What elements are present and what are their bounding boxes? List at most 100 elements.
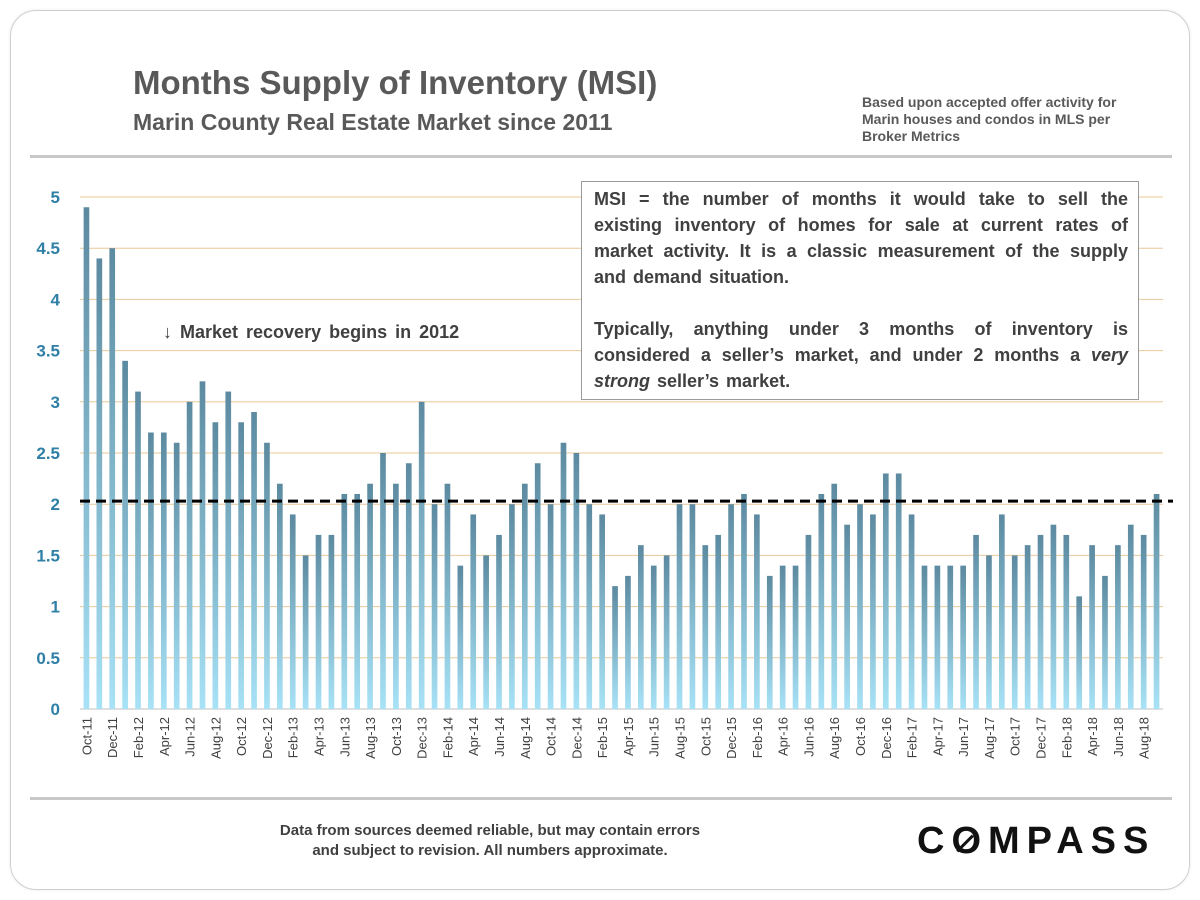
- bar-nov-16: [870, 514, 876, 709]
- bar-sep-17: [999, 514, 1005, 709]
- bar-jan-17: [895, 473, 902, 709]
- bar-oct-14: [547, 504, 554, 709]
- bar-may-12: [173, 442, 180, 709]
- x-tick-label: Feb-13: [286, 717, 301, 758]
- x-tick-label: Oct-15: [698, 717, 713, 756]
- bar-oct-12: [238, 422, 244, 709]
- bar-mar-13: [302, 555, 309, 709]
- y-tick-label: 5: [51, 188, 60, 207]
- y-tick-label: 1: [51, 598, 60, 617]
- bar-sep-14: [534, 463, 541, 709]
- bar-feb-14: [444, 483, 451, 709]
- x-tick-label: Apr-14: [466, 717, 481, 756]
- recovery-annotation: ↓ Market recovery begins in 2012: [163, 322, 460, 342]
- bar-jan-14: [431, 504, 438, 709]
- threshold-emphasis: very strong: [594, 345, 1128, 391]
- y-tick-label: 0: [51, 700, 60, 719]
- bar-aug-14: [521, 483, 528, 709]
- bar-may-13: [328, 534, 335, 709]
- market-threshold-paragraph: Typically, anything under 3 months of in…: [594, 316, 1128, 394]
- x-tick-label: Apr-16: [776, 717, 791, 756]
- bar-oct-15: [702, 545, 709, 709]
- x-tick-label: Dec-17: [1034, 717, 1049, 759]
- x-tick-label: Feb-16: [750, 717, 765, 758]
- x-tick-label: Jun-17: [956, 717, 971, 757]
- bar-jun-14: [496, 534, 502, 709]
- x-tick-label: Apr-18: [1085, 717, 1100, 756]
- disclaimer: Data from sources deemed reliable, but m…: [200, 821, 780, 861]
- x-tick-label: Dec-12: [260, 717, 275, 759]
- y-tick-label: 4: [51, 290, 61, 309]
- disclaimer-line-1: Data from sources deemed reliable, but m…: [279, 822, 701, 839]
- x-tick-label: Jun-14: [492, 717, 507, 757]
- bar-sep-13: [380, 453, 386, 709]
- bar-may-17: [947, 565, 954, 709]
- bar-apr-13: [315, 534, 322, 709]
- bar-dec-13: [418, 401, 425, 709]
- threshold-text: Typically, anything under 3 months of in…: [594, 319, 1128, 365]
- x-tick-label: Jun-15: [647, 717, 662, 757]
- x-tick-label: Oct-14: [544, 717, 559, 756]
- bar-sep-15: [689, 504, 696, 709]
- x-tick-label: Dec-16: [879, 717, 894, 759]
- bar-aug-13: [367, 483, 373, 709]
- bar-nov-11: [96, 258, 103, 709]
- x-tick-label: Aug-17: [982, 717, 997, 759]
- x-tick-label: Dec-14: [569, 717, 584, 759]
- x-tick-label: Apr-13: [312, 717, 327, 756]
- chart-title: Months Supply of Inventory (MSI): [133, 64, 658, 101]
- bar-nov-14: [560, 442, 567, 709]
- y-tick-label: 2.5: [36, 444, 60, 463]
- y-tick-label: 0.5: [36, 649, 60, 668]
- x-tick-label: Aug-18: [1137, 717, 1152, 759]
- bar-oct-16: [857, 504, 863, 709]
- definition-paragraph: MSI = the number of months it would take…: [594, 189, 1128, 287]
- bar-feb-16: [754, 514, 760, 709]
- x-tick-label: Feb-18: [1059, 717, 1074, 758]
- bar-dec-17: [1037, 534, 1044, 709]
- x-tick-label: Oct-12: [234, 717, 249, 756]
- bar-jun-17: [960, 565, 966, 709]
- bar-aug-12: [212, 422, 219, 709]
- bar-mar-15: [612, 586, 618, 709]
- x-tick-label: Apr-15: [621, 717, 636, 756]
- bar-nov-13: [405, 463, 412, 709]
- bar-jun-13: [341, 493, 348, 709]
- bar-aug-17: [986, 555, 992, 709]
- bar-aug-16: [831, 483, 838, 709]
- x-tick-label: Jun-16: [801, 717, 816, 757]
- bar-apr-12: [160, 432, 167, 709]
- x-tick-label: Aug-13: [363, 717, 378, 759]
- bar-apr-17: [934, 565, 941, 709]
- bar-may-15: [638, 545, 644, 709]
- x-tick-label: Dec-11: [105, 717, 120, 758]
- x-tick-label: Oct-16: [853, 717, 868, 756]
- bar-jul-15: [663, 555, 670, 709]
- bar-feb-15: [599, 514, 605, 709]
- bar-may-14: [483, 555, 489, 709]
- bar-jul-17: [973, 534, 979, 709]
- bar-jul-12: [199, 381, 206, 709]
- x-tick-label: Aug-16: [827, 717, 842, 759]
- bar-dec-15: [728, 504, 734, 709]
- bar-jul-13: [354, 493, 361, 709]
- bar-sep-18: [1153, 493, 1160, 709]
- x-tick-label: Aug-14: [518, 717, 533, 759]
- bar-feb-17: [908, 514, 915, 709]
- x-tick-label: Jun-13: [337, 717, 352, 757]
- bar-jan-16: [741, 493, 747, 709]
- bar-feb-13: [289, 514, 296, 709]
- bar-jun-12: [186, 401, 193, 709]
- x-tick-label: Apr-12: [157, 717, 172, 756]
- y-tick-label: 3.5: [36, 342, 60, 361]
- bar-nov-12: [251, 412, 257, 709]
- bar-oct-13: [393, 483, 399, 709]
- y-tick-label: 2: [51, 495, 60, 514]
- x-tick-label: Feb-14: [440, 717, 455, 758]
- x-tick-label: Feb-17: [905, 717, 920, 758]
- bar-jul-16: [818, 493, 825, 709]
- y-tick-label: 1.5: [36, 546, 60, 565]
- bar-jun-18: [1115, 545, 1121, 709]
- bar-oct-17: [1011, 555, 1018, 709]
